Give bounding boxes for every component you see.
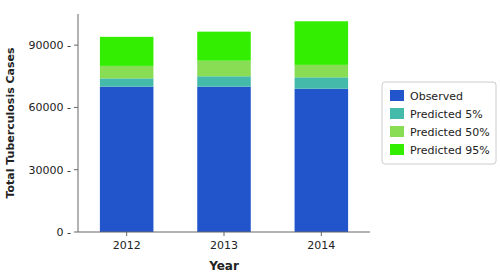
- x-tick: [126, 232, 127, 236]
- x-tick: [321, 232, 322, 236]
- y-tick-label: 90000 -: [29, 39, 71, 52]
- x-tick-label: 2012: [113, 239, 141, 252]
- x-tick-label: 2014: [307, 239, 335, 252]
- y-tick-label: 30000 -: [29, 164, 71, 177]
- x-axis-label: Year: [208, 259, 239, 273]
- legend-swatch: [390, 90, 404, 101]
- y-tick: [74, 232, 78, 233]
- legend-swatch: [390, 126, 404, 137]
- x-tick: [224, 232, 225, 236]
- bar-segment: [295, 77, 349, 88]
- legend-label: Predicted 50%: [410, 126, 490, 139]
- bar-segment: [295, 89, 349, 232]
- bar-segment: [197, 87, 251, 232]
- chart-svg: 0 - 30000 - 60000 - 90000 - 2012 2013 2014 Year…: [0, 0, 500, 278]
- legend-swatch: [390, 108, 404, 119]
- chart-container: 0 - 30000 - 60000 - 90000 - 2012 2013 2014 Year…: [0, 0, 500, 278]
- y-tick-label: 0 -: [57, 226, 71, 239]
- legend-label: Predicted 5%: [410, 108, 483, 121]
- y-tick: [74, 169, 78, 170]
- y-tick: [74, 107, 78, 108]
- legend-label: Predicted 95%: [410, 144, 490, 157]
- bar-segment: [197, 76, 251, 86]
- bar-segment: [100, 78, 154, 86]
- bar-segment: [295, 21, 349, 65]
- bars: [100, 21, 348, 232]
- y-axis-label: Total Tuberculosis Cases: [4, 47, 17, 199]
- bar-segment: [100, 66, 154, 78]
- bar-segment: [100, 87, 154, 232]
- x-tick-label: 2013: [210, 239, 238, 252]
- legend-box: [382, 82, 496, 164]
- y-axis-line: [78, 14, 79, 232]
- bar-segment: [100, 37, 154, 66]
- legend-label: Observed: [410, 90, 463, 103]
- bar-segment: [197, 61, 251, 77]
- y-tick: [74, 45, 78, 46]
- y-tick-label: 60000 -: [29, 101, 71, 114]
- bar-segment: [197, 32, 251, 61]
- legend: Observed Predicted 5% Predicted 50% Predict…: [382, 82, 496, 164]
- legend-swatch: [390, 144, 404, 155]
- bar-segment: [295, 65, 349, 77]
